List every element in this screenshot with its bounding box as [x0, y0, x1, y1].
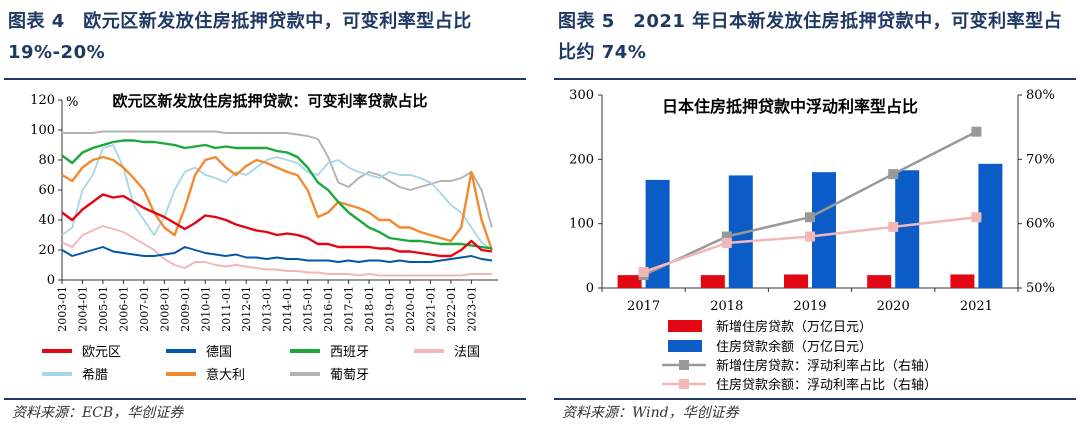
- figure-4-chart: 欧元区新发放住房抵押贷款：可变利率贷款占比 % 0 20 40 60 80 100 120 2…: [30, 92, 498, 383]
- chart-4-series-line: [61, 193, 493, 258]
- chart-4-series-line: [61, 155, 494, 251]
- figure-5-top-rule: [554, 78, 1076, 80]
- chart-5-x-tick-label: 2020: [877, 299, 910, 314]
- chart-4-legend-label: 意大利: [206, 367, 245, 383]
- chart-5-legend-swatch: [668, 340, 702, 352]
- chart-4-x-tick-label: 2007-01: [138, 286, 151, 332]
- chart-4-title: 欧元区新发放住房抵押贷款：可变利率贷款占比: [112, 92, 427, 110]
- chart-4-x-tick-label: 2016-01: [322, 286, 335, 332]
- chart-5-line-marker: [888, 221, 899, 232]
- figure-5-source: 资料来源：Wind，华创证券: [562, 405, 739, 421]
- chart-5-legend-label: 住房贷款余额：浮动利率占比（右轴）: [716, 377, 937, 393]
- chart-5-legend-marker: [679, 360, 689, 370]
- chart-4-series-line: [61, 144, 493, 251]
- chart-5-x-tick-label: 2018: [710, 299, 743, 314]
- chart-5-line-marker: [638, 266, 649, 277]
- figure-4-title: 图表 4 欧元区新发放住房抵押贷款中，可变利率型占比 19%-20%: [8, 11, 472, 63]
- chart-4-y-unit: %: [66, 95, 78, 110]
- figure-5-chart: 日本住房抵押贷款中浮动利率型占比 0 100 200 300 50% 60% 70% 80% 2…: [569, 88, 1055, 393]
- chart-5-y2-tick-label: 50%: [1026, 281, 1055, 296]
- chart-5-legend-swatch: [668, 320, 702, 332]
- chart-5-line-marker: [805, 212, 815, 223]
- chart-4-x-tick-label: 2022-01: [445, 286, 458, 332]
- chart-4-x-tick-label: 2011-01: [220, 286, 233, 332]
- chart-4-legend-label: 希腊: [82, 368, 108, 383]
- chart-4-x-tick-label: 2014-01: [281, 286, 294, 332]
- figure-5-panel: 图表 5 2021 年日本新发放住房抵押贷款中，可变利率型占比约 74% 日本住…: [550, 0, 1080, 432]
- chart-5-legend-label: 新增住房贷款：浮动利率占比（右轴）: [716, 358, 937, 374]
- figure-4-source: 资料来源：ECB，华创证券: [12, 405, 184, 421]
- chart-4-x-tick-label: 2008-01: [158, 286, 171, 332]
- chart-5-y-tick-label: 300: [569, 88, 594, 103]
- chart-5-line-marker: [721, 237, 732, 248]
- chart-4-x-tick-label: 2010-01: [199, 286, 212, 332]
- chart-4-x-tick-label: 2009-01: [179, 286, 192, 332]
- chart-5-x-tick-label: 2019: [793, 299, 826, 314]
- chart-5-line-marker: [805, 231, 815, 242]
- chart-4-x-tick-label: 2017-01: [343, 286, 356, 332]
- chart-4-y-tick-label: 40: [38, 213, 55, 228]
- chart-5-x-tick-label: 2017: [627, 299, 660, 314]
- chart-5-y-tick-label: 200: [569, 152, 594, 167]
- chart-5-line-marker: [888, 169, 899, 180]
- chart-4-legend-label: 葡萄牙: [330, 368, 369, 383]
- chart-5-y-tick-label: 100: [569, 217, 594, 232]
- chart-4-legend-label: 德国: [206, 345, 232, 360]
- chart-5-legend-label: 住房贷款余额（万亿日元）: [716, 339, 872, 355]
- chart-4-x-tick-label: 2023-01: [465, 286, 478, 332]
- chart-4-y-tick-label: 60: [38, 183, 55, 198]
- chart-4-x-tick-label: 2005-01: [97, 286, 110, 332]
- chart-5-line-marker: [721, 231, 732, 242]
- chart-5-bar-new-loans: [784, 274, 808, 288]
- chart-4-series-line: [61, 246, 493, 263]
- chart-4-x-tick-label: 2021-01: [424, 286, 437, 332]
- chart-4-x-tick-label: 2013-01: [261, 286, 274, 332]
- chart-5-legend-marker: [679, 379, 689, 389]
- chart-4-y-tick-label: 120: [30, 93, 55, 108]
- chart-5-x-tick-label: 2021: [960, 299, 993, 314]
- chart-4-x-tick-label: 2004-01: [76, 286, 89, 332]
- chart-5-title: 日本住房抵押贷款中浮动利率型占比: [662, 97, 918, 116]
- chart-5-bar-balance: [812, 172, 836, 288]
- figure-5-bottom-rule: [554, 398, 1076, 400]
- chart-4-x-tick-label: 2019-01: [384, 286, 397, 332]
- chart-4-y-tick-label: 0: [47, 273, 55, 288]
- chart-4-legend-label: 西班牙: [330, 345, 369, 360]
- chart-4-series-line: [61, 139, 493, 250]
- figure-4-bottom-rule: [4, 398, 526, 400]
- chart-5-bar-balance: [978, 163, 1003, 288]
- chart-5-legend-label: 新增住房贷款（万亿日元）: [716, 319, 872, 335]
- chart-5-bar-new-loans: [950, 274, 975, 288]
- chart-4-x-tick-label: 2003-01: [56, 286, 69, 332]
- chart-4-y-tick-label: 100: [30, 123, 55, 138]
- chart-4-x-tick-label: 2006-01: [117, 286, 130, 332]
- chart-5-y2-tick-label: 60%: [1026, 217, 1055, 232]
- chart-5-line-marker: [971, 212, 982, 223]
- chart-5-bar-new-loans: [617, 275, 642, 288]
- chart-4-x-tick-label: 2018-01: [363, 286, 376, 332]
- figure-4-panel: 图表 4 欧元区新发放住房抵押贷款中，可变利率型占比 19%-20% 欧元区新发…: [0, 0, 530, 432]
- chart-4-x-tick-label: 2012-01: [240, 286, 253, 332]
- figure-5-title: 图表 5 2021 年日本新发放住房抵押贷款中，可变利率型占比约 74%: [558, 11, 1063, 63]
- chart-4-legend-label: 欧元区: [82, 345, 121, 360]
- chart-4-series-line: [62, 130, 493, 228]
- chart-5-bar-new-loans: [867, 275, 892, 288]
- chart-5-y-tick-label: 0: [586, 281, 594, 296]
- chart-4-x-tick-label: 2020-01: [404, 286, 417, 332]
- chart-5-y2-tick-label: 70%: [1026, 152, 1055, 167]
- chart-5-series-line: [643, 215, 977, 274]
- chart-4-y-tick-label: 20: [38, 243, 55, 258]
- chart-4-series-line: [61, 225, 492, 277]
- chart-5-bar-new-loans: [700, 275, 725, 288]
- chart-4-legend-label: 法国: [454, 345, 480, 360]
- chart-4-y-tick-label: 80: [38, 153, 55, 168]
- chart-4-x-tick-label: 2015-01: [302, 286, 315, 332]
- chart-5-bar-balance: [895, 170, 920, 288]
- chart-5-line-marker: [971, 126, 982, 137]
- figure-4-top-rule: [4, 78, 526, 80]
- chart-5-y2-tick-label: 80%: [1026, 88, 1055, 103]
